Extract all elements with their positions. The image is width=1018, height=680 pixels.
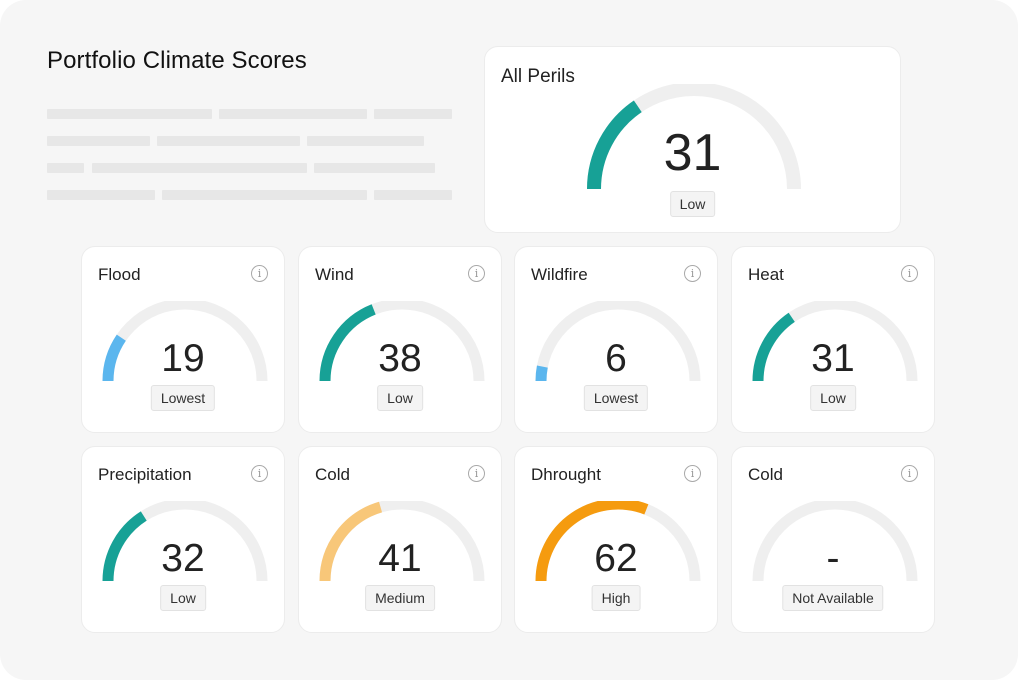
peril-card-heat[interactable]: Heat i 31 Low: [731, 246, 935, 433]
skeleton-line: [374, 190, 452, 200]
skeleton-line: [47, 109, 212, 119]
peril-badge: High: [591, 585, 641, 611]
peril-title: Precipitation: [98, 465, 192, 484]
peril-score: 31: [811, 337, 855, 380]
peril-badge: Lowest: [150, 385, 216, 411]
gauge-track: [752, 501, 918, 582]
skeleton-line: [47, 190, 155, 200]
page-title: Portfolio Climate Scores: [47, 47, 307, 74]
peril-score: 6: [605, 337, 627, 380]
skeleton-line: [92, 163, 307, 173]
skeleton-line: [47, 136, 150, 146]
peril-score: 41: [378, 537, 422, 580]
info-icon[interactable]: i: [468, 265, 485, 282]
peril-score: 38: [378, 337, 422, 380]
info-icon[interactable]: i: [901, 465, 918, 482]
peril-card-drought[interactable]: Dhrought i 62 High: [514, 446, 718, 633]
peril-card-wind[interactable]: Wind i 38 Low: [298, 246, 502, 433]
peril-gauge: [752, 501, 918, 582]
all-perils-card[interactable]: All Perils 31 Low: [484, 46, 901, 233]
skeleton-line: [314, 163, 435, 173]
peril-badge: Not Available: [782, 585, 884, 611]
peril-badge: Lowest: [583, 385, 649, 411]
peril-gauge: [102, 301, 268, 382]
peril-badge: Low: [810, 385, 856, 411]
skeleton-line: [219, 109, 367, 119]
peril-gauge: [535, 301, 701, 382]
peril-score: 19: [161, 337, 205, 380]
peril-gauge: [752, 301, 918, 382]
gauge-fill: [535, 501, 649, 582]
peril-card-wildfire[interactable]: Wildfire i 6 Lowest: [514, 246, 718, 433]
info-icon[interactable]: i: [468, 465, 485, 482]
peril-title: Wildfire: [531, 265, 588, 284]
info-icon[interactable]: i: [251, 265, 268, 282]
peril-title: Heat: [748, 265, 784, 284]
peril-card-flood[interactable]: Flood i 19 Lowest: [81, 246, 285, 433]
peril-badge: Low: [160, 585, 206, 611]
gauge-fill: [535, 365, 548, 382]
peril-card-cold-unavailable[interactable]: Cold i - Not Available: [731, 446, 935, 633]
info-icon[interactable]: i: [684, 265, 701, 282]
peril-title: Cold: [748, 465, 783, 484]
peril-title: Dhrought: [531, 465, 601, 484]
peril-gauge: [319, 301, 485, 382]
all-perils-score: 31: [663, 124, 722, 182]
gauge-fill: [587, 100, 642, 190]
skeleton-line: [307, 136, 424, 146]
skeleton-line: [374, 109, 452, 119]
gauge-fill: [102, 334, 126, 382]
all-perils-badge: Low: [669, 191, 716, 217]
skeleton-line: [47, 163, 84, 173]
gauge-fill: [752, 312, 795, 382]
peril-card-cold[interactable]: Cold i 41 Medium: [298, 446, 502, 633]
info-icon[interactable]: i: [901, 265, 918, 282]
skeleton-line: [157, 136, 300, 146]
info-icon[interactable]: i: [684, 465, 701, 482]
peril-title: Wind: [315, 265, 354, 284]
peril-gauge: [102, 501, 268, 582]
gauge-fill: [319, 304, 376, 382]
gauge-track: [535, 301, 701, 382]
peril-title: Flood: [98, 265, 141, 284]
peril-gauge: [319, 501, 485, 582]
peril-badge: Low: [377, 385, 423, 411]
peril-score: 62: [594, 537, 638, 580]
peril-score: 32: [161, 537, 205, 580]
gauge-fill: [102, 511, 147, 582]
peril-title: Cold: [315, 465, 350, 484]
all-perils-gauge: [587, 84, 801, 190]
all-perils-title: All Perils: [501, 66, 575, 87]
peril-score: -: [826, 537, 840, 580]
peril-gauge: [535, 501, 701, 582]
skeleton-line: [162, 190, 367, 200]
peril-badge: Medium: [365, 585, 435, 611]
gauge-fill: [319, 501, 383, 582]
info-icon[interactable]: i: [251, 465, 268, 482]
peril-card-precipitation[interactable]: Precipitation i 32 Low: [81, 446, 285, 633]
